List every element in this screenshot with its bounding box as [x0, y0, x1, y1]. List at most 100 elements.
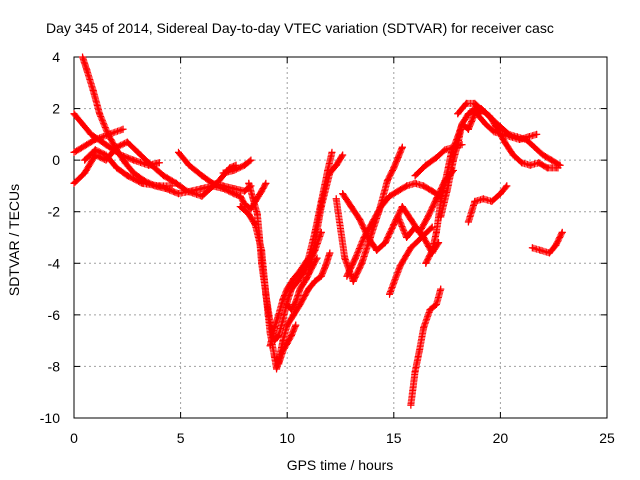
data-point	[435, 239, 443, 247]
data-point	[275, 311, 283, 319]
data-point	[266, 342, 274, 350]
data-point	[403, 234, 411, 241]
data-point	[113, 164, 121, 172]
data-point	[432, 228, 440, 236]
data-point	[501, 138, 509, 146]
data-point	[279, 295, 287, 303]
data-point	[415, 347, 423, 355]
data-point	[123, 138, 131, 146]
data-point	[102, 151, 110, 159]
data-point	[398, 143, 406, 151]
data-point	[302, 275, 310, 283]
data-point	[437, 285, 445, 293]
chart-title: Day 345 of 2014, Sidereal Day-to-day VTE…	[46, 20, 554, 36]
data-point	[349, 277, 357, 285]
data-point	[503, 182, 511, 190]
data-point	[70, 179, 78, 187]
data-point	[558, 228, 566, 236]
data-point	[317, 203, 325, 211]
data-point	[373, 246, 381, 254]
data-point	[464, 110, 472, 118]
series-markers	[528, 228, 566, 257]
data-point	[332, 161, 340, 169]
data-point	[398, 203, 406, 211]
data-point	[104, 130, 112, 138]
x-axis-label: GPS time / hours	[287, 457, 394, 473]
data-point	[443, 187, 451, 195]
data-point	[287, 306, 295, 314]
data-point	[351, 254, 359, 262]
data-point	[343, 272, 351, 280]
data-point	[411, 179, 419, 187]
axis-ticks: 0 5 10 15 20 25 -10 -8 -6 -4 -2 0 2 4	[40, 49, 615, 446]
data-point	[283, 339, 291, 347]
data-point	[275, 331, 283, 339]
data-point	[509, 151, 517, 159]
data-point	[89, 87, 97, 95]
data-point	[471, 99, 479, 107]
data-point	[70, 110, 78, 118]
data-point	[418, 234, 426, 241]
data-point	[531, 143, 539, 151]
y-tick-label: -2	[48, 204, 61, 220]
data-point	[411, 172, 419, 180]
data-point	[432, 154, 440, 162]
data-point	[537, 246, 545, 254]
data-point	[241, 200, 249, 208]
data-point	[471, 197, 479, 205]
data-point	[290, 275, 298, 283]
x-tick-label: 15	[386, 430, 402, 446]
data-point	[296, 267, 304, 275]
series-trace-26	[464, 182, 511, 226]
data-point	[273, 365, 281, 373]
data-point	[198, 185, 206, 193]
data-point	[198, 172, 206, 180]
data-point	[87, 130, 95, 138]
data-point	[174, 190, 182, 198]
data-point	[464, 218, 472, 226]
data-point	[390, 164, 398, 172]
data-point	[394, 213, 402, 221]
data-point	[96, 110, 104, 118]
data-point	[543, 164, 551, 172]
y-tick-label: -4	[48, 255, 61, 271]
data-point	[447, 148, 455, 156]
series-trace-27	[528, 228, 566, 257]
series-trace-16	[339, 166, 457, 254]
data-point	[123, 172, 131, 180]
data-point	[356, 215, 364, 223]
data-point	[347, 203, 355, 211]
series-trace-12	[275, 321, 300, 368]
data-point	[283, 301, 291, 309]
data-point	[160, 172, 168, 180]
data-point	[290, 311, 298, 319]
y-tick-label: -6	[48, 307, 61, 323]
data-point	[441, 146, 449, 154]
data-point	[407, 215, 415, 223]
data-point	[481, 120, 489, 128]
data-point	[428, 187, 436, 195]
data-point	[130, 156, 138, 164]
x-tick-label: 10	[279, 430, 295, 446]
data-point	[486, 112, 494, 120]
data-point	[249, 195, 257, 203]
series-trace-7	[219, 156, 255, 177]
data-point	[326, 169, 334, 177]
data-point	[358, 259, 366, 267]
data-point	[305, 285, 313, 293]
data-point	[473, 110, 481, 118]
data-point	[545, 249, 553, 257]
data-point	[548, 156, 556, 164]
data-point	[155, 182, 163, 190]
data-point	[420, 324, 428, 332]
data-point	[426, 306, 434, 314]
data-point	[386, 290, 394, 298]
data-point	[219, 169, 227, 177]
x-tick-label: 5	[177, 430, 185, 446]
data-point	[407, 401, 415, 409]
data-point	[241, 161, 249, 169]
series-trace-15	[343, 179, 445, 280]
data-point	[422, 259, 430, 267]
y-tick-label: -8	[48, 358, 61, 374]
